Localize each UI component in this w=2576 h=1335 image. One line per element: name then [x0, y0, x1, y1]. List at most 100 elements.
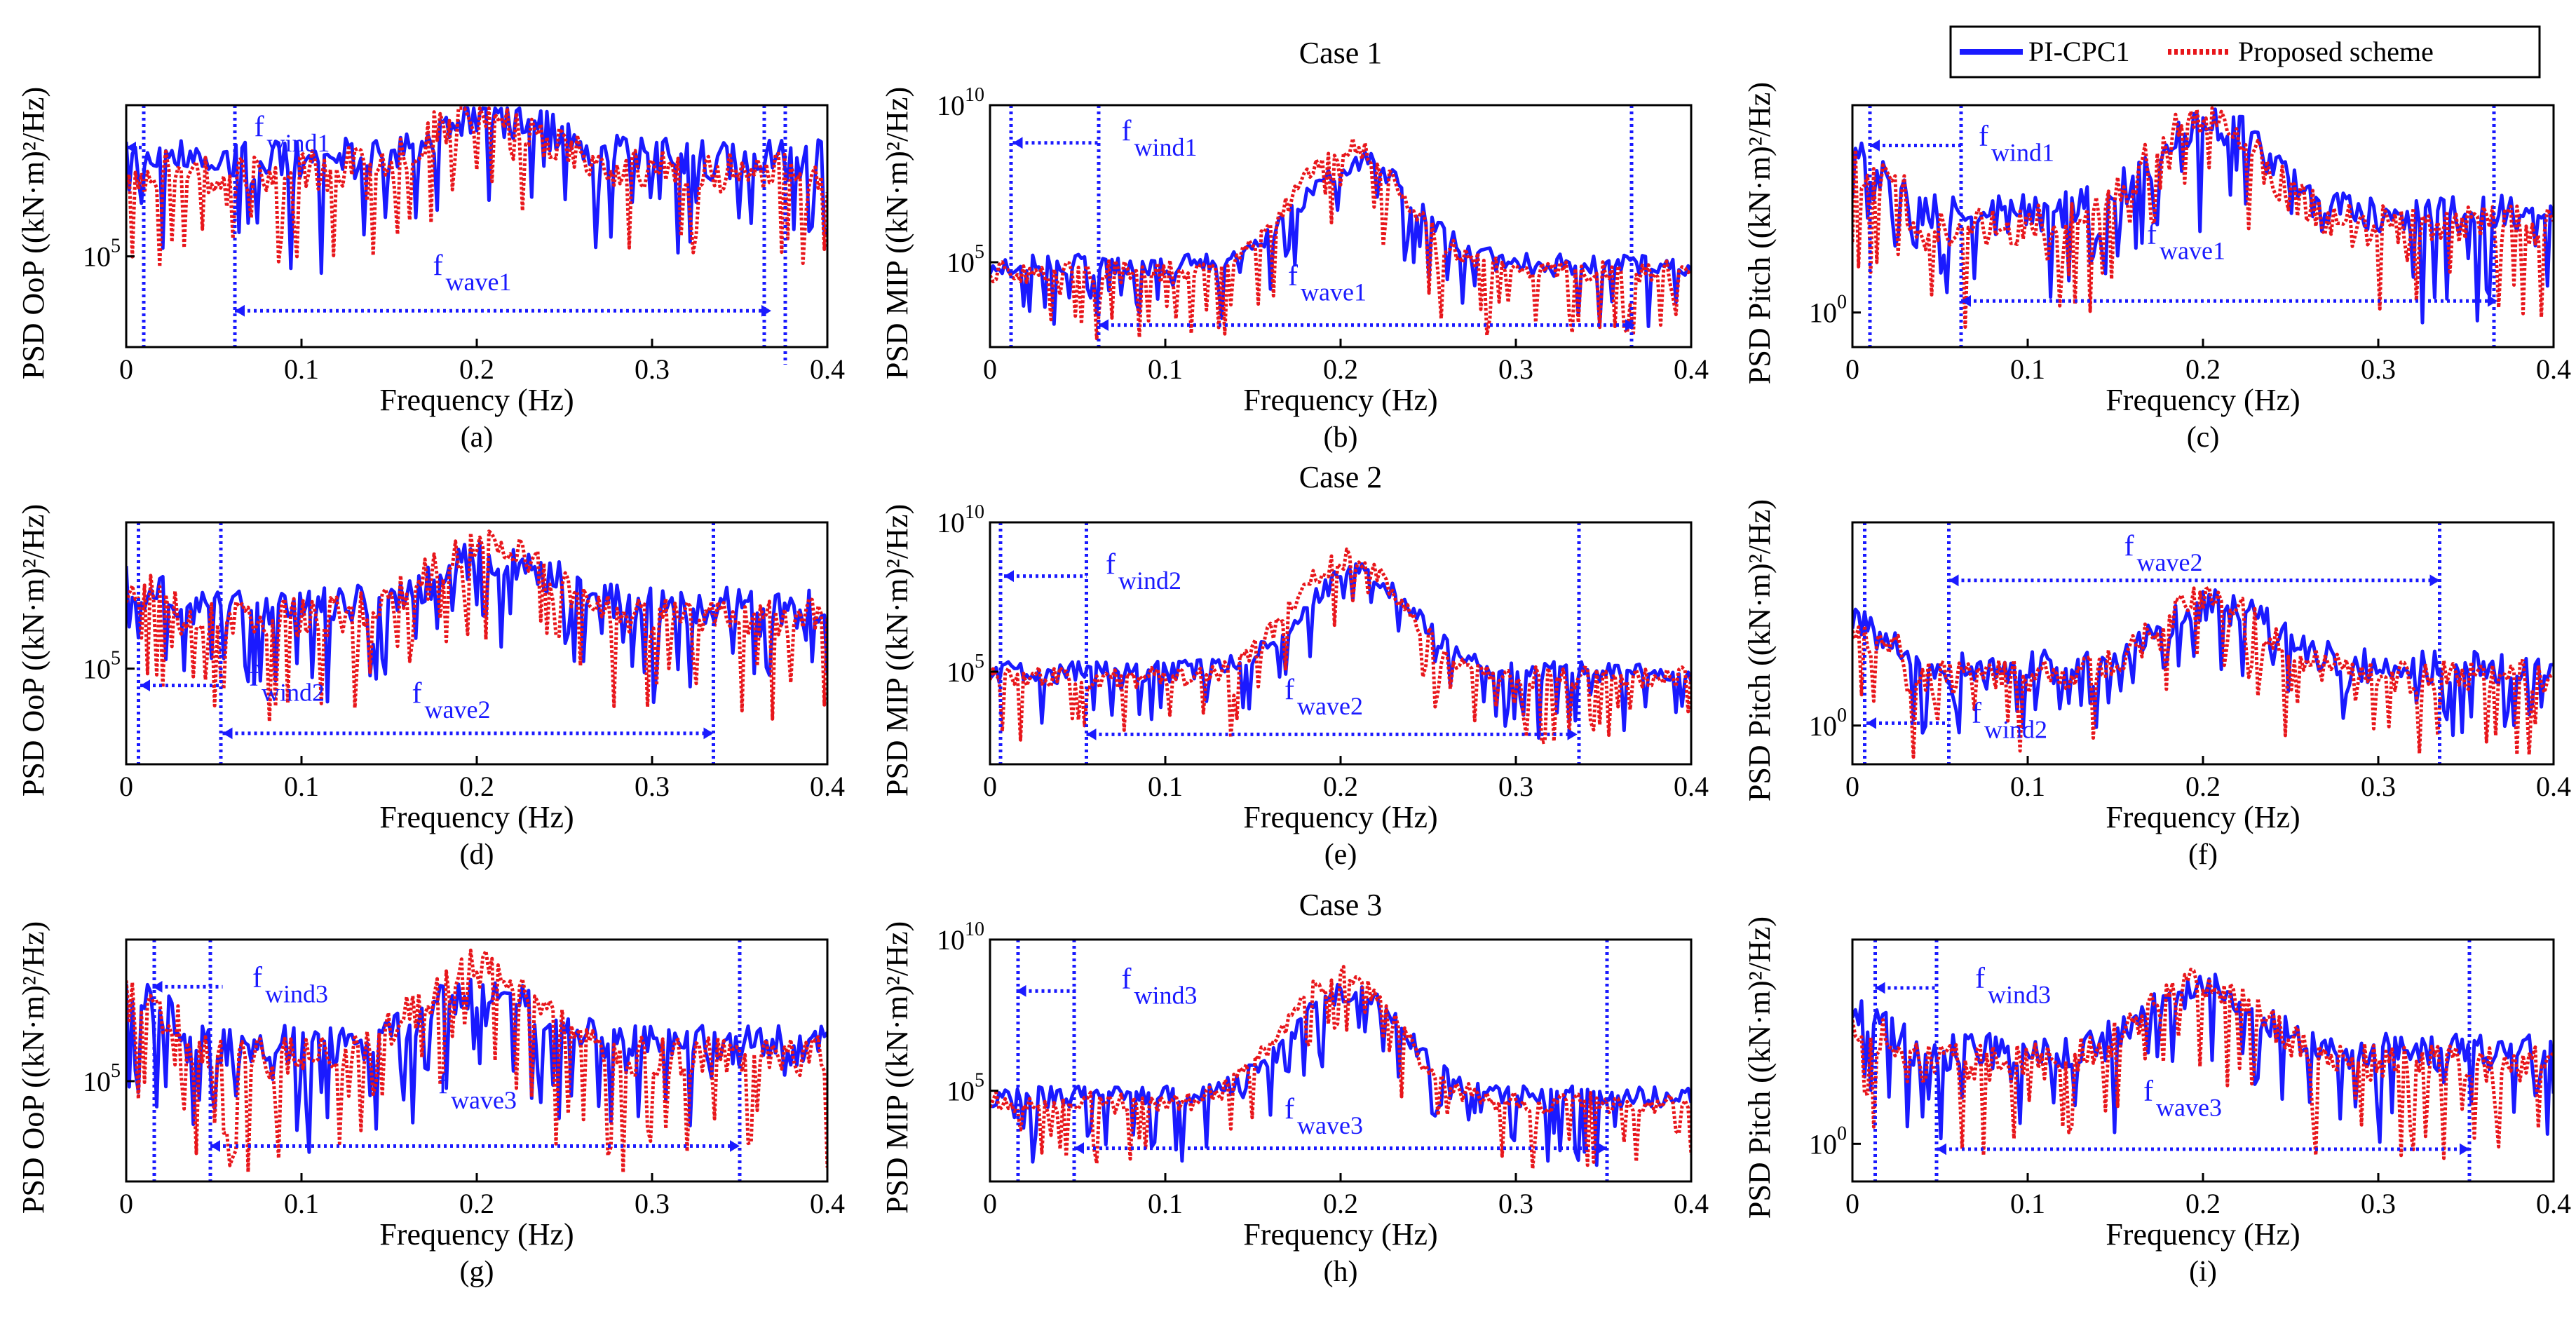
- x-tick-label: 0.4: [1674, 1188, 1709, 1219]
- y-axis-label: PSD OoP ((kN·m)²/Hz): [16, 504, 50, 797]
- y-axis-label: PSD MIP ((kN·m)²/Hz): [880, 87, 914, 379]
- panel-label: (c): [2187, 421, 2220, 454]
- x-tick-label: 0.1: [2010, 353, 2045, 385]
- band-arrowhead-wind1: [1012, 137, 1023, 149]
- legend: PI-CPC1 Proposed scheme: [1949, 25, 2541, 79]
- series-line-pi-cpc1: [126, 977, 827, 1154]
- band-arrowhead-wind1: [1870, 140, 1880, 151]
- x-tick-label: 0.3: [2361, 353, 2396, 385]
- series-line-proposed: [126, 529, 827, 724]
- x-tick-label: 0: [119, 353, 133, 385]
- x-tick-label: 0: [1845, 1188, 1859, 1219]
- band-label-wind2: f wind2: [1106, 548, 1181, 595]
- x-tick-label: 0.2: [459, 1188, 494, 1219]
- band-label-wind3: f wind3: [1122, 963, 1198, 1010]
- panel-label: (f): [2188, 839, 2218, 871]
- chart-panel-g: f wind3 f wave3 0 0.1 0.2 0.3 0.4 105 Frequency (H…: [16, 921, 845, 1288]
- x-axis-label: Frequency (Hz): [1243, 800, 1437, 834]
- band-label-sub: wind1: [1991, 139, 2054, 167]
- y-tick-base: 10: [1809, 297, 1837, 329]
- series-line-pi-cpc1: [126, 540, 827, 705]
- band-label-wave1: f wave1: [1288, 259, 1367, 306]
- band-label-sub: wave1: [1301, 278, 1367, 306]
- y-tick-base: 10: [83, 241, 111, 273]
- plot-area: [990, 965, 1691, 1171]
- band-arrowhead-wind3: [152, 980, 163, 993]
- y-axis-label: PSD Pitch ((kN·m)²/Hz): [1742, 82, 1777, 384]
- x-tick-label: 0.2: [1323, 353, 1358, 385]
- band-label-sub: wave2: [2137, 548, 2203, 576]
- y-tick-base: 10: [83, 653, 111, 685]
- x-tick-label: 0.3: [635, 353, 670, 385]
- y-tick-exp: 10: [965, 84, 984, 106]
- y-tick-exp: 5: [975, 651, 984, 672]
- x-tick-label: 0.1: [2010, 771, 2045, 802]
- band-arrowhead-wave3-left: [210, 1140, 220, 1152]
- band-label-wave2: f wave2: [412, 677, 491, 724]
- band-arrowhead-wind2: [140, 679, 150, 692]
- y-tick-label: 105: [947, 651, 984, 688]
- band-label-sub: wind2: [262, 679, 325, 707]
- y-tick-base: 10: [1809, 710, 1837, 742]
- case-title-3: Case 3: [1299, 888, 1383, 922]
- y-tick-exp: 5: [975, 241, 984, 263]
- x-tick-label: 0.1: [2010, 1188, 2045, 1219]
- x-tick-label: 0: [983, 1188, 997, 1219]
- x-tick-label: 0.3: [635, 771, 670, 802]
- band-label-sub: wave2: [1297, 692, 1363, 720]
- y-tick-base: 10: [937, 924, 965, 956]
- x-tick-label: 0.1: [1148, 771, 1183, 802]
- x-tick-label: 0.3: [635, 1188, 670, 1219]
- x-tick-label: 0.2: [1323, 1188, 1358, 1219]
- band-label-wind3: f wind3: [252, 962, 328, 1008]
- band-label-sub: wind1: [267, 129, 330, 157]
- band-arrowhead-wave3-right: [2460, 1143, 2469, 1156]
- series-line-proposed: [126, 948, 827, 1174]
- band-label-wave2: f wave2: [2124, 530, 2203, 576]
- y-tick-label: 105: [83, 648, 121, 685]
- band-label-wind1: f wind1: [255, 111, 330, 157]
- x-tick-label: 0.3: [2361, 1188, 2396, 1219]
- band-label-sub: wave1: [446, 268, 512, 296]
- band-label-wind3: f wind3: [1975, 963, 2051, 1009]
- y-tick-base: 10: [83, 1066, 111, 1097]
- band-arrowhead-wave1-left: [1099, 319, 1109, 332]
- band-arrowhead-wind2: [1004, 570, 1014, 583]
- y-tick-label: 100: [1809, 292, 1847, 329]
- band-label-wave2: f wave2: [1284, 674, 1363, 720]
- legend-label-proposed: Proposed scheme: [2238, 36, 2434, 67]
- band-label-sub: wind2: [1118, 567, 1181, 595]
- y-tick-base: 10: [937, 90, 965, 121]
- y-tick-label: 105: [83, 236, 121, 273]
- y-tick-label: 1010: [937, 84, 984, 121]
- x-tick-label: 0.4: [1674, 353, 1709, 385]
- x-axis-label: Frequency (Hz): [2106, 1217, 2300, 1252]
- band-label-wave3: f wave3: [2143, 1076, 2222, 1122]
- panel-label: (h): [1324, 1256, 1358, 1288]
- panel-label: (b): [1324, 421, 1358, 454]
- y-tick-exp: 0: [1837, 705, 1847, 726]
- y-tick-exp: 5: [975, 1070, 984, 1092]
- plot-area: [126, 106, 827, 276]
- x-tick-label: 0: [1845, 353, 1859, 385]
- x-tick-label: 0.4: [810, 771, 845, 802]
- x-axis-label: Frequency (Hz): [2106, 383, 2300, 417]
- band-label-sub: wind3: [265, 980, 328, 1008]
- series-line-proposed: [990, 965, 1691, 1171]
- series-line-proposed: [990, 137, 1691, 341]
- series-line-proposed: [126, 106, 827, 269]
- y-tick-exp: 5: [111, 648, 121, 670]
- x-tick-label: 0.3: [2361, 771, 2396, 802]
- band-label-sub: wave2: [425, 696, 491, 724]
- series-line-proposed: [990, 547, 1691, 745]
- y-axis-label: PSD OoP ((kN·m)²/Hz): [16, 921, 50, 1214]
- x-tick-label: 0.2: [2185, 771, 2221, 802]
- plot-frame: [989, 521, 1693, 766]
